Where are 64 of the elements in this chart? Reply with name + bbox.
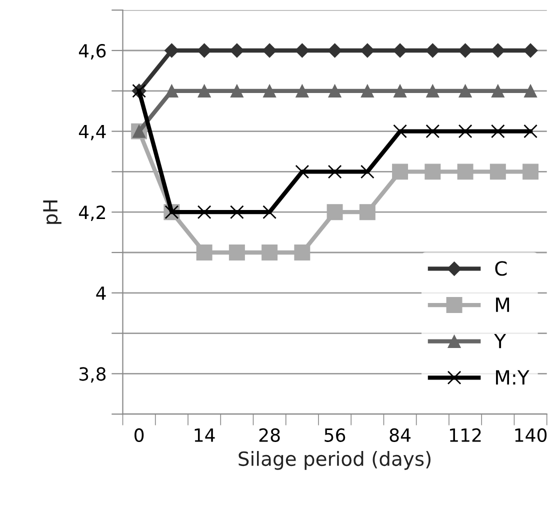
y-tick-label: 4,2 [78, 206, 105, 222]
x-tick-label: 0 [134, 428, 144, 442]
point [295, 164, 310, 179]
point [328, 84, 342, 98]
point [197, 205, 212, 220]
point [228, 244, 245, 260]
y-axis-title: pH [43, 200, 62, 224]
point [359, 204, 376, 220]
point [458, 124, 472, 138]
point [524, 124, 538, 138]
x-tick-label: 28 [259, 428, 280, 442]
legend-label: M [496, 298, 510, 312]
point [230, 43, 244, 58]
point [426, 84, 440, 98]
point [230, 84, 244, 98]
point [164, 43, 179, 58]
point [262, 43, 277, 58]
x-tick-label: 84 [390, 428, 411, 442]
y-tick-label: 3,8 [79, 367, 106, 383]
legend-label: C [495, 261, 507, 276]
point [326, 204, 343, 220]
point [392, 43, 408, 58]
point [230, 205, 244, 220]
point [457, 164, 474, 180]
point [328, 164, 342, 179]
legend-label: Y [494, 334, 506, 348]
point [523, 43, 538, 58]
point [197, 43, 212, 58]
point [262, 84, 276, 98]
x-axis-title: Silage period (days) [238, 451, 430, 470]
x-tick-label: 14 [194, 428, 215, 442]
y-tick-label: 4 [96, 286, 106, 300]
point [392, 164, 408, 180]
point [425, 43, 440, 58]
point [196, 244, 212, 260]
point [294, 244, 310, 260]
point [491, 84, 505, 98]
point [393, 84, 407, 98]
point [198, 84, 211, 98]
x-tick-label: 112 [450, 428, 481, 442]
x-tick-label: 56 [324, 428, 346, 442]
point [522, 164, 539, 180]
point [393, 124, 407, 138]
point [458, 43, 473, 58]
legend-label: M:Y [496, 370, 530, 384]
x-tick-label: 140 [515, 428, 547, 442]
point [328, 43, 342, 58]
point [360, 84, 374, 98]
point [294, 43, 310, 58]
point [524, 84, 538, 98]
point [490, 124, 505, 138]
point [262, 244, 278, 260]
point [296, 84, 309, 98]
point [424, 164, 441, 180]
point [426, 124, 440, 138]
point [165, 84, 178, 98]
point [262, 205, 276, 220]
point [458, 84, 472, 98]
point [360, 43, 375, 58]
point [490, 43, 506, 58]
point [490, 164, 506, 180]
y-tick-label: 4,4 [78, 124, 106, 140]
point [360, 164, 374, 179]
y-tick-label: 4,6 [78, 44, 106, 60]
